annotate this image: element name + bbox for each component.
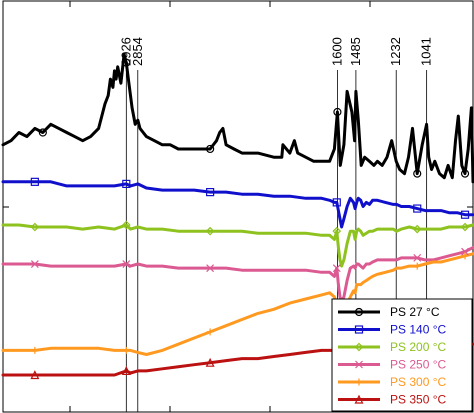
series-marker-0-3 <box>333 107 342 117</box>
peak-label-1041: 1041 <box>419 37 434 66</box>
series-marker-2-3 <box>332 226 342 236</box>
legend-marker-1 <box>354 325 364 334</box>
series-marker-1-0 <box>30 177 39 186</box>
series-marker-1-3 <box>332 198 341 207</box>
series-marker-5-1 <box>121 366 131 375</box>
series-marker-0-4 <box>413 169 422 178</box>
series-marker-0-0 <box>38 128 47 137</box>
series-marker-1-5 <box>460 210 470 219</box>
series-marker-4-1 <box>122 346 130 354</box>
legend-marker-3 <box>355 360 363 369</box>
series-marker-3-0 <box>30 260 39 268</box>
series-marker-1-1 <box>122 179 131 188</box>
series-marker-3-5 <box>461 247 469 256</box>
series-marker-3-4 <box>413 253 422 262</box>
series-marker-4-4 <box>413 262 421 270</box>
series-marker-2-2 <box>205 226 215 236</box>
peak-label-2926: 2926 <box>118 37 133 66</box>
series-marker-1-2 <box>206 188 215 197</box>
series-marker-0-2 <box>206 144 215 154</box>
legend-label-5: PS 350 °C <box>390 393 446 407</box>
series-marker-2-0 <box>30 222 40 232</box>
legend-box <box>331 298 473 412</box>
series-marker-2-5 <box>460 222 470 232</box>
series-marker-5-2 <box>205 357 215 367</box>
series-marker-0-5 <box>460 169 470 178</box>
peak-label-1232: 1232 <box>388 37 403 66</box>
legend: PS 27 °C PS 140 °C PS 200 °C PS 250 °C PS 30… <box>331 298 473 412</box>
legend-label-0: PS 27 °C <box>390 305 440 319</box>
peak-label-1485: 1485 <box>348 37 363 66</box>
series-marker-5-0 <box>30 370 40 380</box>
legend-label-4: PS 300 °C <box>390 375 446 389</box>
legend-label-3: PS 250 °C <box>390 358 446 372</box>
series-marker-4-2 <box>206 328 214 336</box>
series-marker-3-1 <box>122 260 131 268</box>
series-line-1 <box>1 180 474 229</box>
peak-label-2854: 2854 <box>130 37 145 66</box>
series-marker-3-2 <box>206 264 215 273</box>
series-marker-3-3 <box>332 264 341 273</box>
peak-label-1600: 1600 <box>330 37 345 66</box>
legend-marker-4 <box>355 378 363 386</box>
legend-marker-0 <box>354 307 364 317</box>
legend-marker-2 <box>354 342 364 352</box>
legend-marker-5 <box>354 394 364 404</box>
series-marker-2-1 <box>121 220 131 230</box>
series-marker-4-0 <box>31 346 39 354</box>
series-marker-0-1 <box>122 58 131 67</box>
legend-label-1: PS 140 °C <box>390 323 446 337</box>
legend-label-2: PS 200 °C <box>390 340 446 354</box>
series-marker-1-4 <box>413 204 422 213</box>
series-line-2 <box>1 223 474 268</box>
series-marker-4-5 <box>461 252 469 260</box>
series-line-0 <box>1 52 474 184</box>
series-line-3 <box>1 246 474 303</box>
series-marker-2-4 <box>412 224 422 234</box>
